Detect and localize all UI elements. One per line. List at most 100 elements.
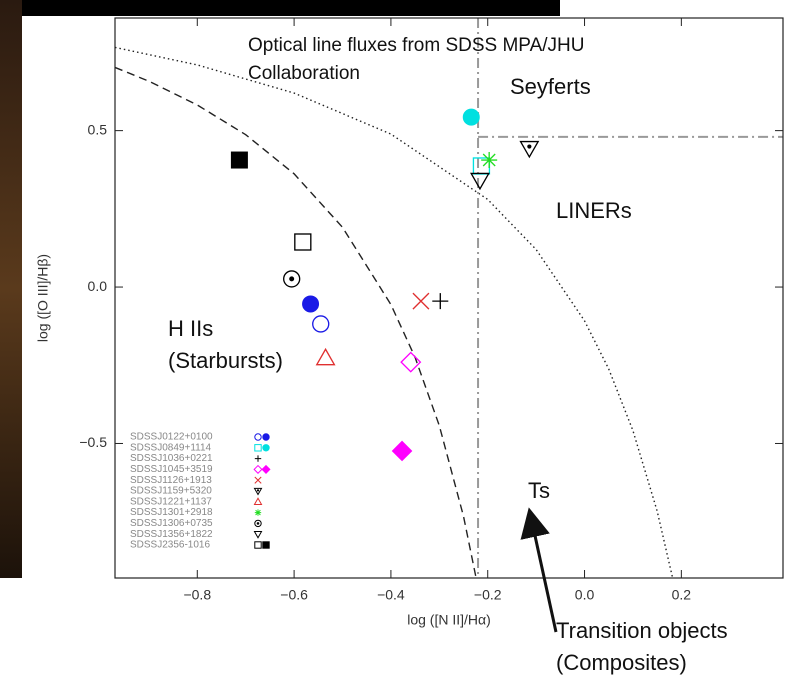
legend-label: SDSSJ0849+1114 [130, 442, 212, 453]
marker-shape [254, 476, 262, 484]
marker-shape [254, 541, 262, 549]
top-band [0, 0, 560, 16]
region-label: (Starbursts) [168, 348, 283, 373]
marker-shape [283, 270, 301, 288]
marker-shape [289, 276, 295, 282]
marker-shape [481, 152, 498, 169]
y-tick-label: −0.5 [79, 434, 107, 450]
x-tick-label: −0.4 [377, 587, 405, 603]
marker-shape [262, 444, 270, 452]
legend-label: SDSSJ1045+3519 [130, 464, 213, 475]
marker-shape [519, 140, 540, 159]
left-band [0, 0, 22, 578]
legend-symbol [254, 476, 262, 484]
legend-symbol [262, 444, 270, 452]
data-point [312, 315, 330, 333]
title-line: Optical line fluxes from SDSS MPA/JHU [248, 35, 584, 56]
region-label: Ts [528, 478, 550, 503]
marker-shape [253, 464, 263, 474]
data-point [283, 270, 301, 288]
legend-label: SDSSJ1301+2918 [130, 507, 213, 518]
data-point [400, 351, 422, 373]
data-point [462, 108, 480, 126]
legend-symbol [254, 519, 262, 528]
marker-shape [254, 444, 262, 452]
x-tick-label: −0.8 [183, 587, 211, 603]
data-point [294, 233, 312, 251]
marker-shape [254, 455, 262, 462]
legend-symbol [254, 444, 262, 452]
marker-shape [254, 433, 262, 441]
legend-symbol [254, 455, 262, 462]
marker-shape [253, 487, 263, 496]
data-point [230, 151, 248, 169]
data-point [481, 152, 498, 169]
legend-label: SDSSJ1036+0221 [130, 453, 213, 464]
marker-shape [256, 522, 260, 525]
legend-label: SDSSJ0122+0100 [130, 432, 213, 443]
marker-shape [470, 172, 490, 191]
callout-text: Transition objects [556, 618, 728, 643]
legend-label: SDSSJ1306+0735 [130, 518, 213, 529]
legend-symbol [253, 531, 263, 539]
marker-shape [315, 347, 336, 366]
marker-shape [254, 509, 262, 516]
data-point [519, 140, 540, 159]
region-label: H IIs [168, 316, 213, 341]
x-axis-label: log ([N II]/Hα) [407, 612, 491, 628]
marker-shape [261, 464, 271, 474]
marker-shape [262, 541, 270, 549]
x-tick-label: −0.2 [474, 587, 502, 603]
data-point [432, 293, 449, 310]
marker-shape [432, 293, 449, 310]
legend-label: SDSSJ1221+1137 [130, 496, 212, 507]
marker-shape [262, 433, 270, 441]
marker-shape [253, 497, 263, 505]
marker-shape [256, 489, 260, 492]
data-point [470, 172, 490, 191]
curve [114, 66, 477, 579]
y-axis-label: log ([O III]/Hβ) [35, 254, 51, 342]
y-tick-label: 0.0 [88, 278, 108, 294]
legend-symbol [253, 487, 263, 496]
data-point [412, 292, 430, 310]
marker-shape [527, 144, 532, 149]
callout-text: (Composites) [556, 650, 687, 675]
x-tick-label: −0.6 [280, 587, 308, 603]
marker-shape [253, 531, 263, 539]
marker-shape [412, 292, 430, 310]
y-tick-label: 0.5 [88, 121, 108, 137]
data-point [302, 295, 320, 313]
legend-symbol [254, 433, 262, 441]
legend-label: SDSSJ2356-1016 [130, 540, 210, 551]
marker-shape [391, 440, 413, 462]
legend-symbol [262, 433, 270, 441]
legend-symbol [253, 464, 263, 474]
marker-shape [294, 233, 312, 251]
marker-shape [400, 351, 422, 373]
legend-symbol [254, 541, 262, 549]
legend-label: SDSSJ1356+1822 [130, 529, 213, 540]
data-point [391, 440, 413, 462]
legend-symbol [261, 464, 271, 474]
title-line: Collaboration [248, 63, 360, 84]
region-label: LINERs [556, 198, 632, 223]
marker-shape [230, 151, 248, 169]
arrow [520, 507, 558, 633]
marker-shape [462, 108, 480, 126]
legend-symbol [253, 497, 263, 505]
legend-symbol [254, 509, 262, 516]
legend-symbol [262, 541, 270, 549]
legend-label: SDSSJ1159+5320 [130, 486, 212, 497]
plot-area [114, 18, 783, 579]
x-tick-label: 0.2 [672, 587, 692, 603]
region-label: Seyferts [510, 74, 591, 99]
data-point [315, 347, 336, 366]
marker-shape [254, 519, 262, 528]
marker-shape [312, 315, 330, 333]
plot-frame [114, 17, 784, 579]
x-tick-label: 0.0 [575, 587, 595, 603]
marker-shape [302, 295, 320, 313]
legend-label: SDSSJ1126+1913 [130, 475, 212, 486]
